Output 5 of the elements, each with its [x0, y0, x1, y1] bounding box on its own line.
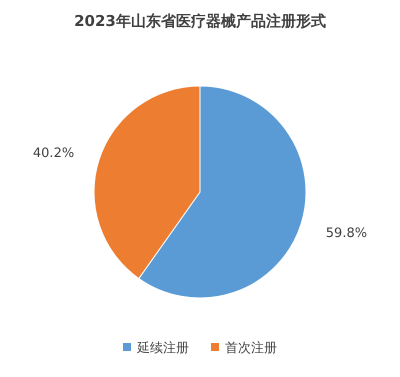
legend-label: 延续注册 [136, 341, 189, 356]
chart-title: 2023年山东省医疗器械产品注册形式 [74, 12, 326, 30]
legend-label: 首次注册 [225, 341, 277, 356]
data-label: 59.8% [326, 226, 368, 241]
data-label: 40.2% [32, 146, 74, 161]
